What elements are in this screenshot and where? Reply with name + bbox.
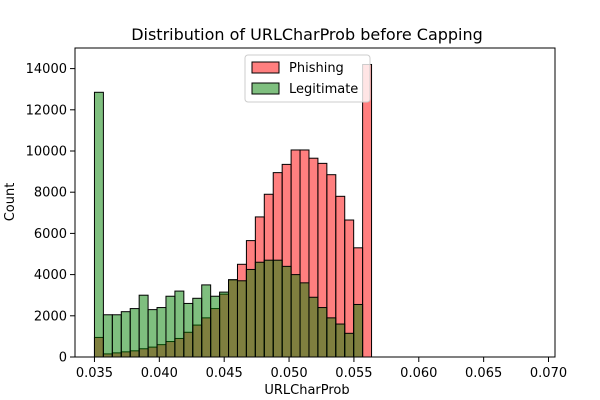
- y-tick-label: 6000: [34, 227, 67, 242]
- legitimate-bar: [326, 317, 337, 358]
- y-tick-label: 4000: [34, 268, 67, 283]
- legitimate-bar: [120, 311, 131, 358]
- x-axis-ticks: 0.035 0.040 0.045 0.050 0.055 0.060 0.065 0.070: [76, 357, 567, 381]
- legitimate-bar: [335, 323, 346, 358]
- plot-frame: [74, 47, 556, 358]
- legitimate-bar: [183, 302, 194, 358]
- legend-label-legitimate: Legitimate: [289, 82, 358, 97]
- legitimate-bar: [138, 294, 149, 358]
- legitimate-bar: [102, 314, 113, 358]
- y-tick-label: 14000: [26, 62, 67, 77]
- legitimate-bar: [129, 308, 140, 358]
- phishing-bar: [362, 63, 373, 358]
- legitimate-bar: [219, 291, 230, 358]
- legitimate-bar: [93, 91, 104, 358]
- legitimate-bar: [353, 303, 364, 358]
- legitimate-bar: [147, 309, 158, 358]
- y-tick-label: 8000: [34, 186, 67, 201]
- bars-group: [93, 63, 373, 358]
- legitimate-bar: [236, 280, 247, 358]
- legitimate-bar: [111, 314, 122, 358]
- legitimate-bar: [228, 279, 238, 358]
- legitimate-bar: [263, 259, 274, 358]
- legitimate-bar: [308, 296, 319, 358]
- x-tick-label: 0.065: [465, 366, 502, 381]
- legend-swatch-phishing: [251, 61, 280, 74]
- x-tick-label: 0.045: [206, 366, 243, 381]
- legitimate-bar: [156, 307, 167, 358]
- x-tick-label: 0.055: [335, 366, 372, 381]
- legend-swatch-legitimate: [251, 82, 280, 95]
- legitimate-bar: [201, 284, 212, 358]
- y-tick-label: 12000: [26, 103, 67, 118]
- legitimate-bar: [290, 274, 301, 358]
- y-tick-label: 0: [59, 351, 67, 366]
- legitimate-bar: [272, 259, 283, 358]
- legitimate-bar: [245, 268, 256, 358]
- x-tick-label: 0.070: [530, 366, 567, 381]
- y-axis-ticks: 0 2000 4000 6000 8000 10000 12000 14000: [26, 62, 75, 366]
- legitimate-bar: [299, 282, 310, 358]
- legend: Phishing Legitimate: [244, 54, 371, 103]
- legitimate-bar: [254, 261, 265, 358]
- y-tick-label: 2000: [34, 309, 67, 324]
- legitimate-bar: [281, 265, 292, 358]
- x-tick-label: 0.050: [270, 366, 307, 381]
- chart-title: Distribution of URLCharProb before Cappi…: [131, 25, 483, 44]
- x-tick-label: 0.035: [76, 366, 113, 381]
- y-tick-label: 10000: [26, 145, 67, 160]
- legitimate-bar: [210, 295, 221, 358]
- y-axis-label: Count: [3, 183, 18, 222]
- x-axis-label: URLCharProb: [264, 383, 349, 398]
- x-tick-label: 0.060: [400, 366, 437, 381]
- legitimate-bar: [165, 295, 176, 358]
- x-tick-label: 0.040: [141, 366, 178, 381]
- legitimate-bar: [344, 332, 355, 358]
- legitimate-bar: [192, 297, 203, 358]
- legend-label-phishing: Phishing: [289, 61, 344, 76]
- legitimate-bar: [317, 307, 328, 358]
- legitimate-bar: [174, 290, 185, 358]
